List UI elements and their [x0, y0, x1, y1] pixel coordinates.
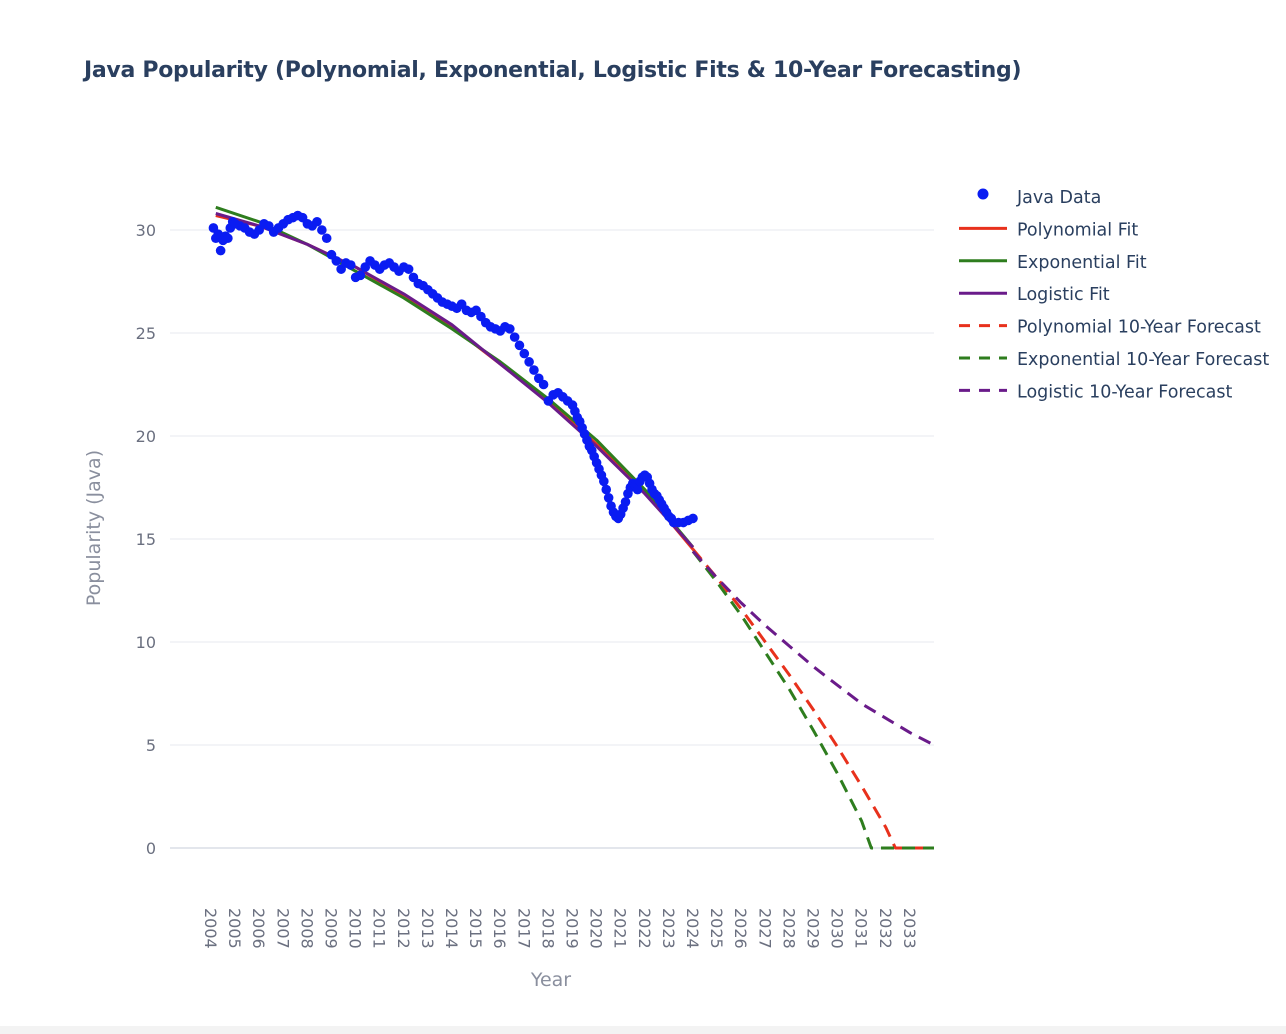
y-axis-label: Popularity (Java) [83, 450, 105, 606]
polynomial-fit-line[interactable] [215, 214, 695, 551]
x-tick-label: 2025 [707, 908, 726, 949]
logistic-10-year-forecast-line[interactable] [691, 550, 935, 747]
data-point[interactable] [215, 245, 226, 256]
y-tick-labels: 0 5 10 15 20 25 30 [136, 221, 156, 858]
data-point[interactable] [529, 365, 539, 375]
x-tick-label: 2028 [779, 908, 798, 949]
legend-item-polynomial-10-year-forecast[interactable]: Polynomial 10-Year Forecast [959, 318, 1261, 338]
exponential-fit-line[interactable] [215, 205, 695, 549]
legend-label: Exponential 10-Year Forecast [1017, 350, 1269, 370]
x-tick-label: 2022 [635, 908, 654, 949]
data-point[interactable] [599, 476, 609, 487]
x-tick-label: 2019 [563, 908, 582, 949]
legend-label: Polynomial 10-Year Forecast [1017, 318, 1261, 338]
data-point[interactable] [603, 493, 614, 503]
data-point[interactable] [223, 233, 233, 244]
polynomial-10-year-forecast-line[interactable] [691, 548, 934, 850]
y-tick-label: 0 [146, 839, 156, 858]
legend-item-exponential-10-year-forecast[interactable]: Exponential 10-Year Forecast [959, 350, 1269, 370]
y-tick-label: 30 [136, 221, 156, 240]
logistic-fit-line[interactable] [215, 212, 695, 549]
x-tick-label: 2027 [755, 908, 774, 949]
series-layer [208, 205, 935, 850]
x-tick-label: 2026 [731, 908, 750, 949]
x-tick-label: 2016 [490, 908, 509, 949]
x-tick-label: 2024 [683, 908, 702, 949]
legend-item-polynomial-fit[interactable]: Polynomial Fit [959, 220, 1138, 240]
data-point[interactable] [632, 484, 643, 495]
x-tick-label: 2013 [418, 908, 437, 949]
data-point[interactable] [345, 260, 356, 270]
x-tick-label: 2029 [804, 908, 823, 949]
x-tick-labels: 2004 2005 2006 2007 2008 2009 2010 2011 2012 2013… [201, 908, 919, 949]
x-axis-label: Year [530, 969, 571, 991]
x-tick-label: 2021 [611, 908, 630, 949]
x-tick-label: 2020 [587, 908, 606, 949]
legend-label: Logistic Fit [1017, 285, 1110, 305]
x-tick-label: 2030 [828, 908, 847, 949]
x-tick-label: 2032 [876, 908, 895, 949]
x-tick-label: 2017 [514, 908, 533, 949]
x-tick-label: 2011 [370, 908, 389, 949]
x-tick-label: 2008 [297, 908, 316, 949]
y-tick-label: 10 [136, 633, 156, 652]
chart-title: Java Popularity (Polynomial, Exponential… [84, 58, 1022, 83]
x-tick-label: 2023 [659, 908, 678, 949]
x-tick-label: 2006 [249, 908, 268, 949]
data-point[interactable] [509, 332, 520, 342]
data-point[interactable] [620, 497, 631, 507]
y-tick-label: 25 [136, 324, 156, 343]
grid-lines [170, 229, 934, 849]
legend-label: Java Data [1016, 188, 1101, 208]
data-point[interactable] [403, 264, 414, 274]
data-point[interactable] [524, 357, 534, 367]
data-point[interactable] [519, 348, 530, 359]
data-point[interactable] [601, 484, 612, 495]
legend-label: Exponential Fit [1017, 253, 1147, 273]
y-tick-label: 20 [136, 427, 156, 446]
data-point[interactable] [538, 379, 549, 390]
x-tick-label: 2010 [346, 908, 365, 949]
data-point[interactable] [312, 216, 322, 227]
data-point[interactable] [321, 233, 332, 244]
x-tick-label: 2018 [538, 908, 557, 949]
legend-item-logistic-10-year-forecast[interactable]: Logistic 10-Year Forecast [959, 382, 1232, 402]
x-tick-label: 2015 [466, 908, 485, 949]
y-tick-label: 5 [146, 736, 156, 755]
x-tick-label: 2009 [322, 908, 341, 949]
data-point[interactable] [355, 270, 366, 281]
bottom-strip [0, 1026, 1286, 1034]
x-tick-label: 2012 [394, 908, 413, 949]
data-point[interactable] [317, 225, 327, 235]
legend-swatch [977, 188, 989, 200]
legend-item-java-data[interactable]: Java Data [977, 188, 1102, 208]
legend-item-exponential-fit[interactable]: Exponential Fit [959, 253, 1147, 273]
data-point[interactable] [331, 256, 342, 266]
legend-label: Polynomial Fit [1017, 220, 1138, 240]
data-point[interactable] [505, 324, 515, 334]
x-tick-label: 2033 [900, 908, 919, 949]
legend[interactable]: Java Data Polynomial Fit Exponential Fit Lo… [959, 188, 1269, 402]
x-tick-label: 2007 [273, 908, 292, 949]
data-point[interactable] [514, 340, 525, 351]
y-tick-label: 15 [136, 530, 156, 549]
data-point[interactable] [688, 513, 698, 524]
x-tick-label: 2004 [201, 908, 220, 949]
x-tick-label: 2005 [225, 908, 244, 949]
legend-label: Logistic 10-Year Forecast [1017, 382, 1232, 402]
x-tick-label: 2014 [442, 908, 461, 949]
exponential-10-year-forecast-line[interactable] [691, 550, 934, 850]
java-data-series[interactable] [208, 210, 698, 528]
x-tick-label: 2031 [852, 908, 871, 949]
legend-item-logistic-fit[interactable]: Logistic Fit [959, 285, 1110, 305]
